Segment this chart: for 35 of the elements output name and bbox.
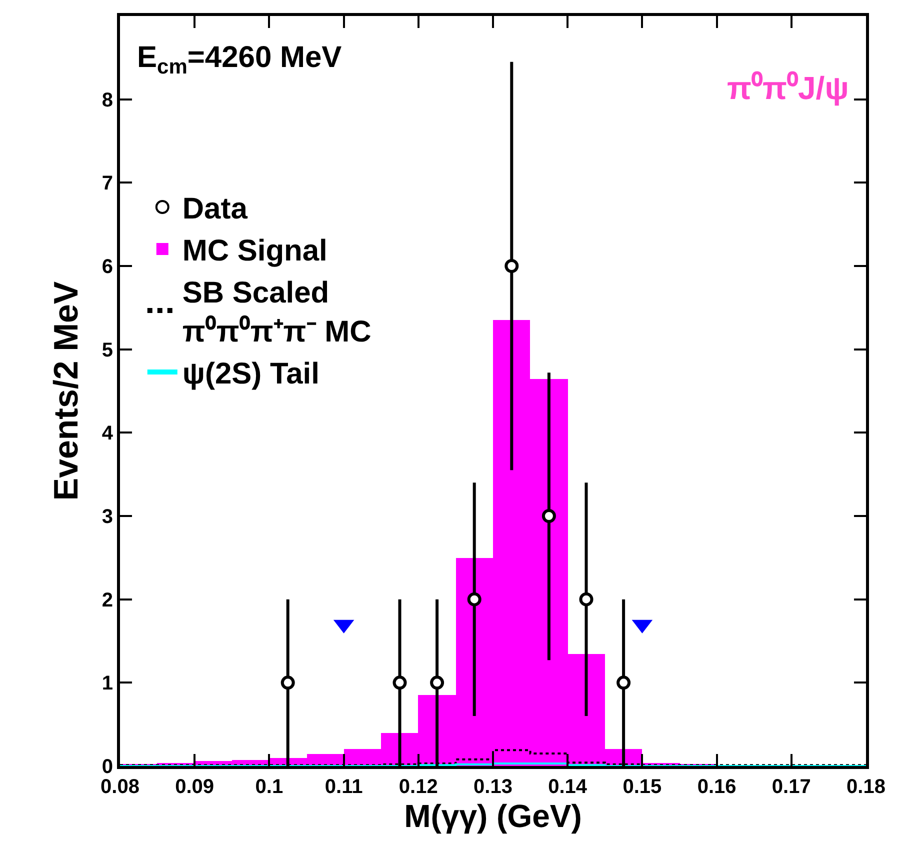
y-tick-label: 4: [102, 422, 114, 445]
y-tick-label: 0: [102, 756, 113, 778]
y-tick-label: 6: [102, 256, 113, 278]
point: [392, 676, 407, 690]
x-tick-label: 0.14: [548, 776, 588, 798]
x-tick-label: 0.09: [175, 776, 214, 798]
point: [616, 676, 631, 690]
x-tick-label: 0.13: [474, 776, 512, 798]
x-tick-label: 0.15: [622, 776, 662, 798]
x-axis-title: M(γγ) (GeV): [404, 798, 582, 834]
x-tick-label: 0.11: [324, 776, 363, 798]
y-tick-label: 5: [102, 339, 113, 362]
y-tick-label: 8: [102, 89, 113, 112]
y-tick-label: 7: [102, 172, 113, 195]
x-tick-label: 0.08: [100, 776, 140, 798]
annotation: π⁰π⁰J/ψ: [727, 70, 849, 106]
x-tick-label: 0.16: [697, 776, 736, 798]
x-tick-label: 0.18: [846, 776, 886, 798]
y-tick-label: 2: [102, 589, 113, 612]
x-tick-label: 0.1: [255, 776, 284, 798]
legend-label: MC Signal: [182, 234, 328, 268]
annotation: E$_{cm}$=4260 MeV: [137, 41, 342, 78]
point: [542, 509, 556, 523]
point: [579, 592, 594, 606]
point: [504, 259, 519, 273]
point: [467, 592, 482, 606]
x-tick-label: 0.17: [772, 776, 811, 798]
point: [280, 676, 295, 690]
legend-label: Data: [182, 192, 248, 226]
point: [430, 676, 444, 690]
y-tick-label: 3: [102, 506, 113, 528]
y-tick-label: 1: [102, 672, 113, 695]
y-axis-title: Events/2 MeV: [47, 281, 86, 501]
legend-label: ψ(2S) Tail: [182, 358, 320, 391]
x-tick-label: 0.12: [398, 776, 438, 798]
